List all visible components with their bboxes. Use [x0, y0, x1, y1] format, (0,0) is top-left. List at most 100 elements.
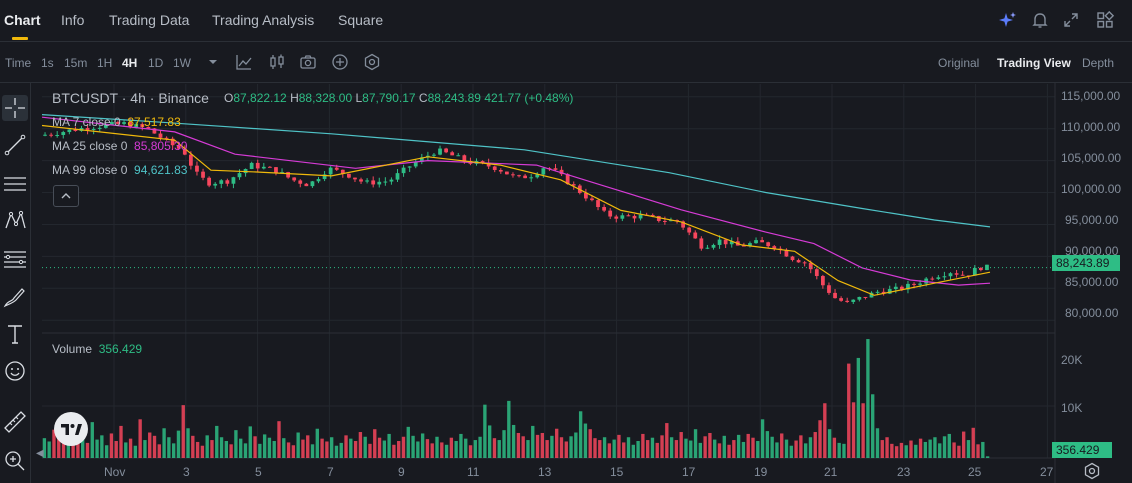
volume-bar: [397, 441, 401, 458]
tab-square[interactable]: Square: [338, 12, 384, 28]
volume-bar: [329, 437, 334, 458]
interval-1d[interactable]: 1D: [148, 56, 164, 70]
volume-bar: [282, 438, 286, 458]
volume-bar: [545, 440, 549, 458]
candle-body: [231, 177, 236, 184]
candle-body: [699, 238, 704, 249]
scroll-left-icon[interactable]: ◀: [36, 448, 44, 459]
volume-bar: [756, 441, 760, 458]
candle-body: [900, 286, 904, 290]
candle-body: [784, 249, 789, 257]
volume-bar: [947, 433, 951, 458]
measure-tool[interactable]: [2, 409, 28, 435]
emoji-tool[interactable]: [2, 358, 28, 384]
crosshair-tool[interactable]: [2, 95, 28, 121]
candle-body: [936, 277, 941, 279]
candle-body: [383, 181, 388, 183]
candle-body: [395, 173, 400, 180]
volume-bar: [368, 443, 372, 458]
tab-trading-analysis[interactable]: Trading Analysis: [212, 12, 315, 28]
volume-bar: [358, 432, 363, 458]
candle-body: [274, 167, 278, 173]
view-trading-view[interactable]: Trading View: [997, 56, 1071, 70]
pattern-tool[interactable]: [2, 208, 28, 234]
volume-bar: [703, 436, 707, 458]
tradingview-logo[interactable]: [54, 412, 88, 446]
interval-15m[interactable]: 15m: [64, 56, 88, 70]
volume-bar: [564, 441, 568, 458]
candle-body: [97, 127, 102, 129]
time-label[interactable]: Time: [5, 56, 32, 70]
volume-bar: [430, 443, 434, 458]
candle-body: [407, 166, 412, 168]
fib-tool[interactable]: [2, 246, 28, 272]
settings-gear-icon[interactable]: [363, 53, 381, 71]
ma25-value: 85,805.30: [134, 139, 188, 153]
ma7-legend[interactable]: MA 7 close 0 87,517.83: [52, 115, 181, 129]
candle-body: [742, 245, 746, 247]
volume-bar: [674, 440, 679, 458]
interval-1h[interactable]: 1H: [97, 56, 113, 70]
volume-bar: [861, 403, 865, 458]
layout-grid-icon[interactable]: [1095, 10, 1115, 30]
view-original[interactable]: Original: [938, 56, 980, 70]
add-indicator-icon[interactable]: [331, 53, 349, 71]
ai-sparkle-icon[interactable]: [998, 10, 1018, 30]
ma25-legend[interactable]: MA 25 close 0 85,805.30: [52, 139, 187, 153]
caret-down-icon[interactable]: [204, 53, 222, 71]
volume-bar: [425, 439, 430, 458]
time-tick: 19: [754, 465, 768, 479]
candle-body: [110, 122, 114, 125]
volume-bar: [746, 433, 750, 458]
volume-bar: [262, 434, 267, 458]
view-depth[interactable]: Depth: [1082, 56, 1115, 70]
horizontal-lines-tool[interactable]: [2, 171, 28, 197]
interval-1s[interactable]: 1s: [41, 56, 54, 70]
camera-icon[interactable]: [299, 53, 317, 71]
volume-bar: [349, 438, 353, 458]
candle-body: [334, 167, 339, 170]
zoom-tool[interactable]: [2, 448, 28, 474]
time-tick: 7: [327, 465, 334, 479]
candlestick-type-icon[interactable]: [268, 53, 286, 71]
candle-body: [723, 239, 728, 245]
trend-line-tool[interactable]: [2, 132, 28, 158]
tab-info[interactable]: Info: [61, 12, 85, 28]
interval-4h[interactable]: 4H: [122, 56, 138, 70]
candle-body: [705, 247, 710, 249]
chart-toolbar: Time 1s 15m 1H 4H 1D 1W Original Trading…: [0, 42, 1132, 83]
chart-settings-icon[interactable]: [1083, 462, 1101, 480]
volume-bar: [52, 429, 56, 458]
bell-icon[interactable]: [1030, 10, 1050, 30]
volume-bar: [162, 428, 166, 458]
fullscreen-icon[interactable]: [1061, 10, 1081, 30]
tab-trading-data[interactable]: Trading Data: [109, 12, 190, 28]
candle-body: [158, 133, 163, 138]
ma99-legend[interactable]: MA 99 close 0 94,621.83: [52, 163, 187, 177]
volume-bar: [942, 436, 947, 458]
candle-body: [225, 180, 230, 184]
volume-bar: [660, 435, 664, 458]
volume-bar: [291, 445, 296, 458]
candle-body: [328, 167, 333, 175]
volume-bar: [143, 440, 147, 458]
interval-1w[interactable]: 1W: [173, 56, 191, 70]
candle-body: [310, 181, 315, 187]
candle-body: [851, 299, 856, 302]
volume-bar: [301, 439, 305, 458]
volume-bar: [176, 430, 181, 458]
brush-tool[interactable]: [2, 284, 28, 310]
volume-bar: [334, 445, 339, 458]
tab-chart[interactable]: Chart: [4, 12, 41, 28]
volume-bar: [684, 438, 688, 458]
candle-body: [893, 286, 898, 290]
candle-body: [49, 134, 53, 136]
low-label: L: [355, 91, 363, 105]
text-tool[interactable]: [2, 321, 28, 347]
candle-body: [632, 215, 637, 219]
candle-body: [790, 256, 795, 261]
volume-bar: [698, 442, 703, 458]
line-chart-icon[interactable]: [235, 53, 253, 71]
collapse-legend-button[interactable]: [53, 185, 79, 207]
